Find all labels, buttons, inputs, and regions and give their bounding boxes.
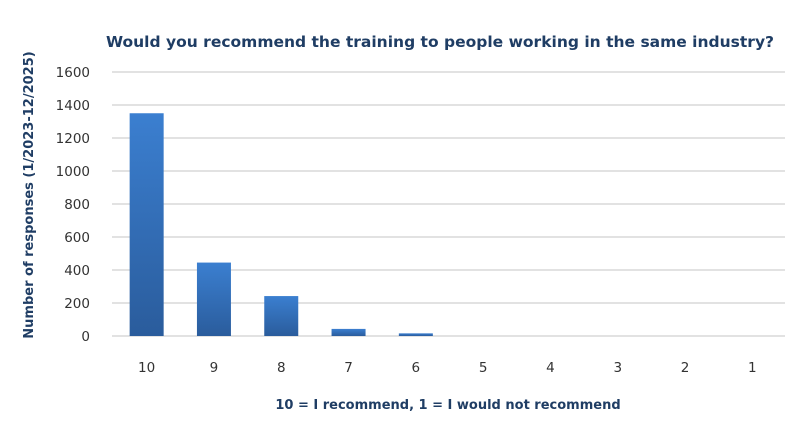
- bar-10: [129, 113, 164, 336]
- y-tick-label: 600: [64, 230, 90, 246]
- y-tick-label: 1400: [56, 98, 90, 114]
- x-tick-label: 2: [681, 360, 690, 376]
- x-tick-label: 3: [613, 360, 622, 376]
- x-axis-label: 10 = I recommend, 1 = I would not recomm…: [275, 398, 620, 413]
- y-axis-label: Number of responses (1/2023-12/2025): [22, 51, 37, 338]
- y-tick-label: 1200: [56, 131, 90, 147]
- chart-title: Would you recommend the training to peop…: [106, 33, 774, 51]
- x-tick-label: 1: [748, 360, 757, 376]
- y-tick-label: 1000: [56, 164, 90, 180]
- bar-7: [331, 328, 366, 336]
- x-tick-label: 7: [344, 360, 353, 376]
- y-tick-label: 800: [64, 197, 90, 213]
- y-tick-label: 0: [81, 329, 90, 345]
- x-tick-label: 5: [479, 360, 488, 376]
- x-tick-label: 9: [210, 360, 219, 376]
- x-tick-label: 8: [277, 360, 286, 376]
- y-tick-label: 1600: [56, 65, 90, 81]
- x-tick-label: 10: [138, 360, 155, 376]
- y-tick-label: 200: [64, 296, 90, 312]
- bar-8: [264, 296, 299, 336]
- bar-9: [196, 262, 231, 336]
- bar-6: [398, 333, 433, 336]
- x-tick-label: 4: [546, 360, 555, 376]
- y-tick-label: 400: [64, 263, 90, 279]
- x-tick-label: 6: [412, 360, 421, 376]
